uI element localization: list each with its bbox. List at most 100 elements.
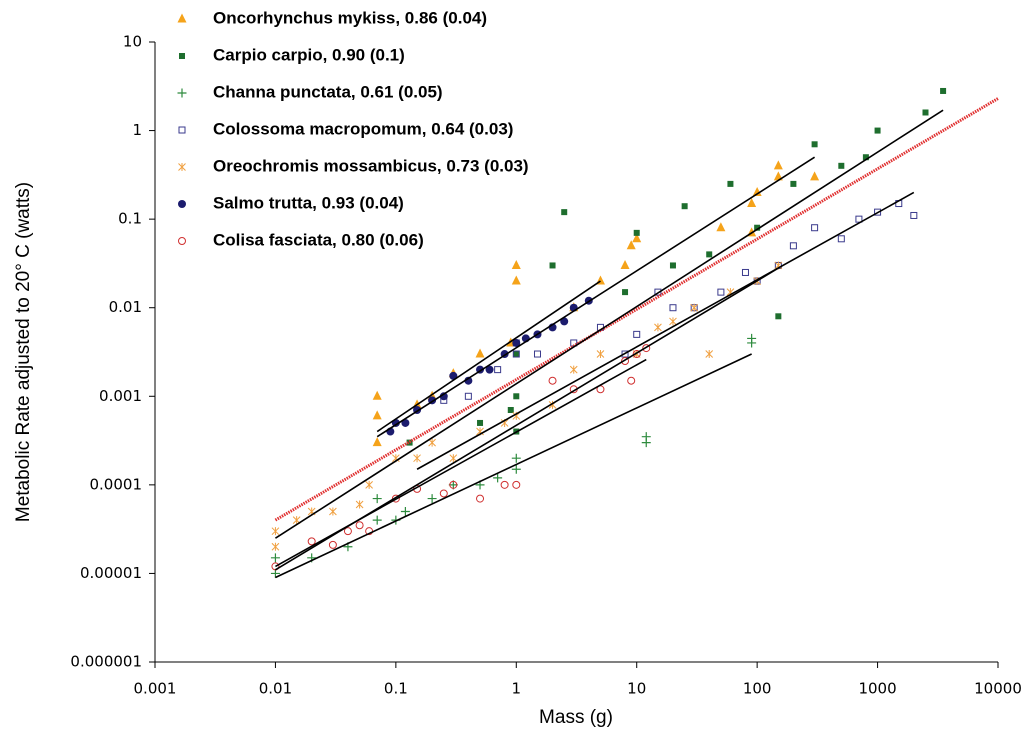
- data-point: [494, 366, 502, 374]
- legend-text: Oreochromis mossambicus, 0.73 (0.03): [213, 156, 529, 175]
- data-point: [511, 453, 521, 463]
- x-tick-label: 10: [627, 680, 646, 698]
- data-point: [449, 371, 458, 380]
- legend-marker: [177, 13, 187, 23]
- data-point: [561, 209, 568, 216]
- fit-line: [274, 97, 999, 522]
- legend-marker: [178, 237, 186, 245]
- data-point: [669, 317, 677, 326]
- data-point: [705, 350, 714, 359]
- data-point: [641, 438, 651, 448]
- data-point: [449, 480, 458, 489]
- data-point: [511, 275, 521, 285]
- data-point: [512, 350, 520, 358]
- data-point: [716, 222, 726, 232]
- data-point: [741, 268, 749, 276]
- legend-marker: [178, 200, 186, 208]
- data-point: [365, 480, 373, 489]
- data-point: [690, 303, 699, 312]
- fit-line: [275, 353, 752, 579]
- data-point: [513, 351, 520, 358]
- data-point: [439, 392, 448, 401]
- data-point: [428, 438, 436, 447]
- data-point: [328, 540, 337, 549]
- legend-text: Oncorhynchus mykiss, 0.86 (0.04): [213, 8, 487, 27]
- data-point: [548, 376, 557, 385]
- data-point: [271, 562, 280, 571]
- legend-marker: [178, 163, 186, 171]
- data-point: [811, 141, 818, 148]
- x-tick-label: 1: [512, 680, 522, 698]
- data-point: [512, 480, 521, 489]
- data-point: [838, 162, 845, 169]
- legend-marker: [178, 126, 186, 134]
- data-point: [706, 251, 713, 258]
- data-point: [271, 527, 280, 536]
- data-point: [270, 553, 280, 563]
- data-point: [512, 338, 521, 347]
- data-point: [642, 344, 651, 353]
- y-axis-title: Metabolic Rate adjusted to 20° C (watts): [13, 182, 34, 522]
- data-point: [717, 288, 725, 296]
- fit-line: [275, 358, 647, 568]
- data-point: [747, 198, 757, 208]
- data-point: [654, 323, 662, 332]
- fit-line: [416, 191, 915, 470]
- legend-marker: [177, 88, 187, 98]
- data-point: [372, 515, 382, 525]
- data-point: [622, 289, 629, 296]
- y-tick-label: 0.000001: [70, 653, 142, 671]
- legend-text: Carpio carpio, 0.90 (0.1): [213, 45, 405, 64]
- data-point: [270, 568, 280, 578]
- data-point: [621, 350, 629, 358]
- x-tick-label: 100: [743, 680, 772, 698]
- data-point: [910, 211, 918, 219]
- x-axis-title: Mass (g): [539, 707, 613, 728]
- data-point: [355, 521, 364, 530]
- data-point: [681, 203, 688, 210]
- data-point: [533, 350, 541, 358]
- y-tick-label: 0.1: [118, 210, 142, 228]
- data-point: [549, 262, 556, 269]
- x-tick-label: 10000: [974, 680, 1022, 698]
- data-point: [747, 338, 757, 348]
- y-tick-label: 1: [132, 121, 142, 139]
- data-point: [485, 365, 494, 374]
- data-point: [560, 317, 569, 326]
- data-point: [596, 350, 605, 359]
- legend-marker: [179, 53, 185, 59]
- legend-text: Colisa fasciata, 0.80 (0.06): [213, 230, 424, 249]
- fit-line: [376, 280, 601, 433]
- y-tick-label: 0.001: [99, 387, 142, 405]
- data-point: [874, 127, 881, 134]
- data-point: [513, 393, 520, 400]
- data-point: [633, 330, 641, 338]
- data-point: [627, 376, 636, 385]
- data-point: [789, 242, 797, 250]
- data-point: [569, 365, 578, 374]
- legend-text: Channa punctata, 0.61 (0.05): [213, 82, 443, 101]
- data-point: [855, 215, 863, 223]
- data-point: [372, 494, 382, 504]
- data-point: [271, 542, 280, 551]
- data-point: [810, 171, 820, 181]
- data-point: [500, 480, 509, 489]
- data-point: [401, 418, 410, 427]
- data-point: [754, 224, 761, 231]
- data-point: [940, 87, 947, 94]
- data-point: [632, 233, 642, 243]
- data-point: [620, 259, 630, 269]
- data-point: [922, 109, 929, 116]
- data-point: [511, 464, 521, 474]
- legend-text: Salmo trutta, 0.93 (0.04): [213, 193, 404, 212]
- data-point: [391, 494, 400, 503]
- data-point: [862, 154, 869, 161]
- data-point: [355, 500, 364, 509]
- data-point: [477, 419, 484, 426]
- x-tick-label: 0.01: [259, 680, 292, 698]
- data-point: [790, 180, 797, 187]
- data-point: [406, 439, 413, 446]
- x-tick-label: 1000: [858, 680, 896, 698]
- data-point: [874, 208, 882, 216]
